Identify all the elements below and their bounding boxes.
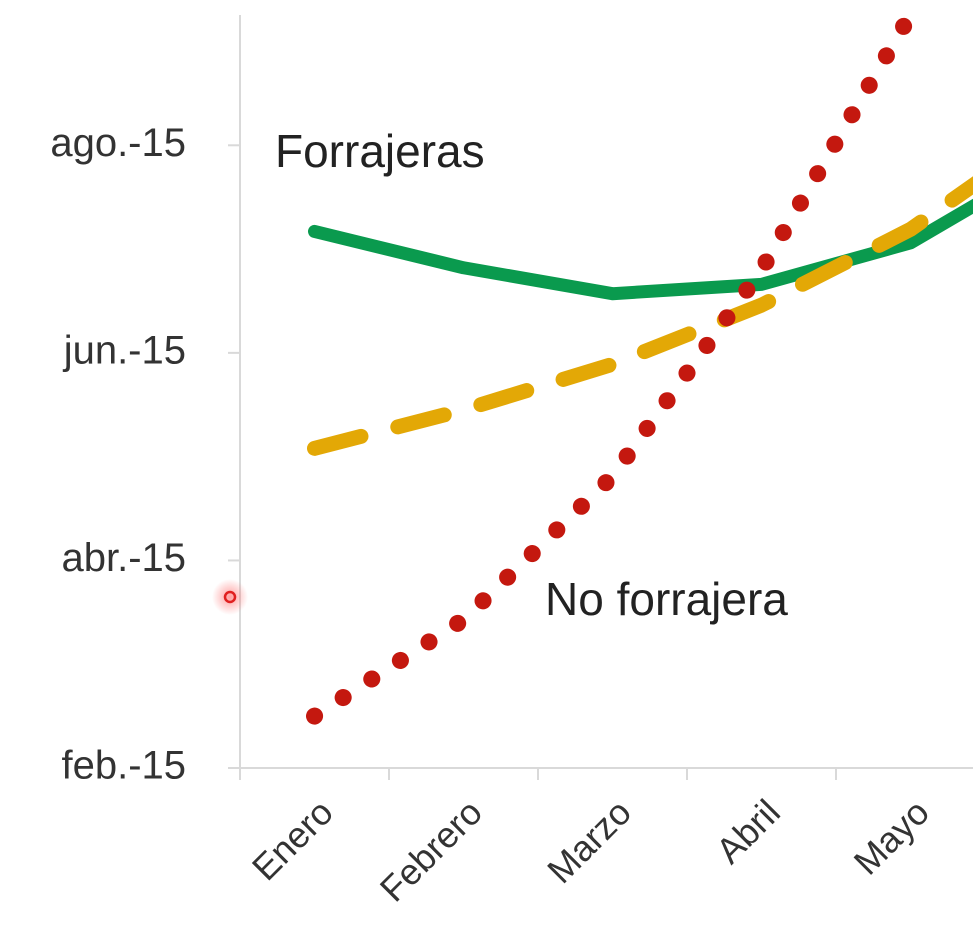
y-tick-label: abr.-15 xyxy=(61,536,186,580)
annotation: Forrajeras xyxy=(275,125,485,177)
annotation: No forrajera xyxy=(545,573,788,625)
x-tick-label: Marzo xyxy=(539,791,639,891)
series-line xyxy=(307,176,973,456)
cursor xyxy=(223,590,237,604)
x-tick-label: Abril xyxy=(708,791,788,871)
y-tick-label: feb.-15 xyxy=(61,744,186,788)
y-tick-label: jun.-15 xyxy=(63,328,186,372)
x-tick-label: Mayo xyxy=(846,791,937,882)
x-tick-label: Febrero xyxy=(372,791,490,909)
series-line xyxy=(308,198,973,301)
y-tick-label: ago.-15 xyxy=(50,121,186,165)
x-tick-label: Enero xyxy=(244,791,341,888)
plot-area xyxy=(306,6,973,725)
cursor-highlight xyxy=(212,579,248,615)
